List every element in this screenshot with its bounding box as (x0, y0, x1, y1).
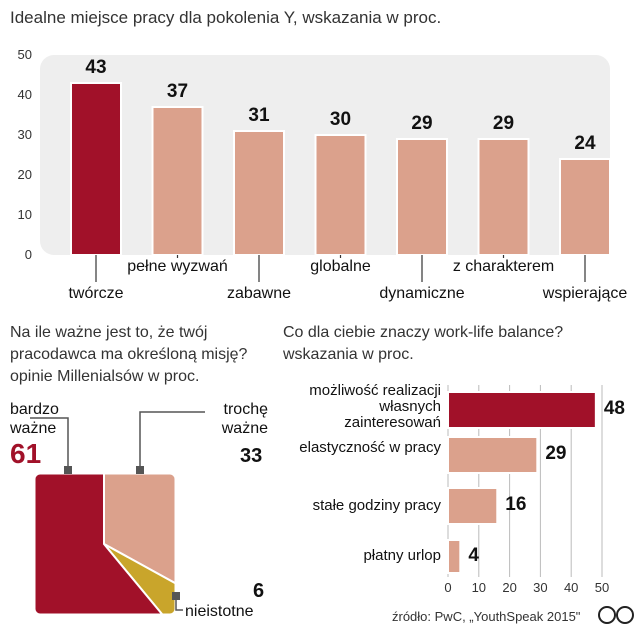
chart1-ytick: 10 (17, 207, 32, 222)
chart3-bar (447, 436, 539, 474)
chart3-xtick: 10 (471, 580, 487, 595)
chart3-bar (447, 539, 462, 574)
chart1-ytick: 50 (17, 47, 32, 62)
chart3-xtick: 20 (502, 580, 517, 595)
chart3-xtick: 0 (444, 580, 452, 595)
pie-value-very-important: 61 (10, 438, 42, 469)
chart3-value-label: 29 (545, 443, 567, 464)
chart1-bar (151, 106, 204, 256)
chart1-value-label: 31 (248, 105, 270, 126)
chart1-category-label: globalne (310, 258, 371, 275)
logo-icon (598, 605, 634, 625)
chart1-bar (233, 130, 285, 256)
pie-leader-not-important (175, 596, 183, 611)
pie-leader-somewhat-important (139, 411, 205, 470)
chart3-bar (447, 487, 499, 525)
chart1-ytick: 30 (17, 127, 32, 142)
chart1-value-label: 29 (411, 113, 433, 134)
pie-label-very-important: bardzo ważne (10, 401, 59, 437)
chart3-category-label: możliwość realizacji własnych zaintereso… (309, 382, 441, 431)
chart1-ytick: 40 (17, 87, 32, 102)
chart1-value-label: 37 (166, 81, 189, 102)
chart1-category-label: dynamiczne (379, 285, 465, 302)
chart1-category-label: twórcze (68, 285, 124, 302)
pie-leader-very-important (30, 417, 69, 470)
chart3-xtick: 50 (594, 580, 610, 595)
pie-marker-somewhat-important (136, 466, 144, 474)
chart3-xtick: 30 (533, 580, 548, 595)
chart1-title: Idealne miejsce pracy dla pokolenia Y, w… (10, 8, 442, 27)
chart3-xtick: 40 (563, 580, 579, 595)
chart1-value-label: 29 (492, 113, 515, 134)
chart1-bar (314, 134, 367, 256)
chart3-value-label: 48 (603, 398, 625, 419)
chart1-value-label: 30 (329, 109, 352, 130)
chart1-category-label: pełne wyzwań (127, 258, 228, 275)
chart1-plot (40, 55, 611, 282)
chart1-value-label: 43 (85, 57, 107, 78)
pie-label-not-important: nieistotne (185, 603, 254, 620)
chart3-title: Co dla ciebie znaczy work-life balance? … (283, 324, 564, 363)
chart3-category-label: elastyczność w pracy (299, 439, 441, 456)
pie-label-somewhat-important: trochę ważne (221, 401, 268, 437)
pie-value-somewhat-important: 33 (240, 445, 263, 467)
chart2-title: Na ile ważne jest to, że twój pracodawca… (10, 324, 248, 385)
chart1-ytick: 20 (17, 167, 32, 182)
chart1-category-label: wspierające (542, 285, 628, 302)
pie-marker-very-important (64, 466, 72, 474)
chart3-value-label: 4 (468, 544, 479, 566)
chart1-category-label: z charakterem (452, 258, 555, 275)
chart3-bar (447, 391, 597, 429)
chart3-category-label: płatny urlop (363, 547, 441, 564)
chart1-bar (70, 82, 122, 256)
chart3-category-label: stałe godziny pracy (312, 497, 441, 514)
pie-marker-not-important (172, 592, 180, 600)
chart1-value-label: 24 (574, 133, 596, 154)
chart1-bar (477, 138, 530, 256)
pie-value-not-important: 6 (253, 580, 265, 602)
chart1-ytick: 0 (24, 247, 32, 262)
chart1-category-label: zabawne (226, 285, 292, 302)
source-note: źródło: PwC, „YouthSpeak 2015" (392, 609, 581, 624)
chart3-value-label: 16 (505, 494, 527, 515)
pie-frame (32, 471, 178, 617)
